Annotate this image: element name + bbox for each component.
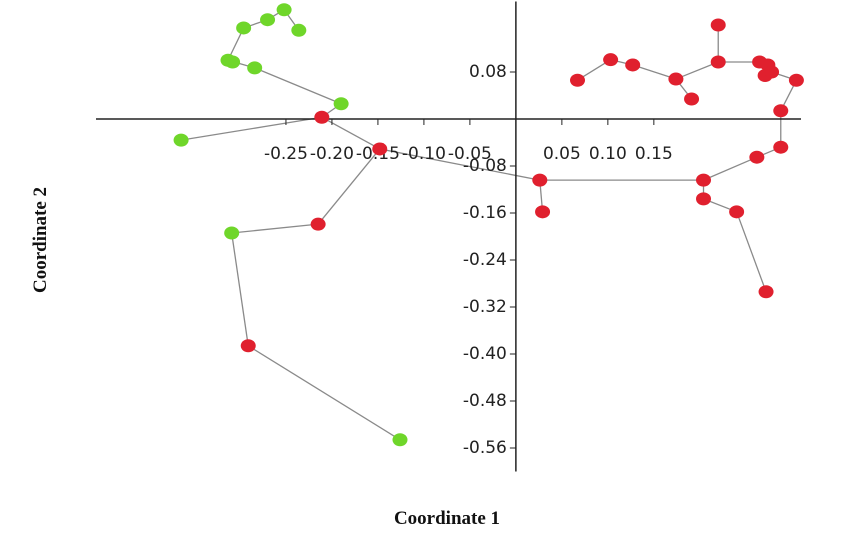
point bbox=[696, 173, 712, 187]
x-tick-label: -0.10 bbox=[402, 144, 446, 164]
y-tick-label: -0.48 bbox=[463, 391, 507, 411]
edge bbox=[254, 67, 342, 105]
point bbox=[668, 72, 684, 86]
point bbox=[625, 58, 641, 72]
point bbox=[240, 339, 256, 353]
point bbox=[535, 205, 551, 219]
point bbox=[291, 23, 307, 37]
y-axis-title: Coordinate 2 bbox=[30, 187, 51, 293]
x-tick-label: -0.05 bbox=[448, 144, 492, 164]
y-tick-label: 0.08 bbox=[469, 62, 507, 82]
y-tick-label: -0.32 bbox=[463, 297, 507, 317]
point bbox=[710, 55, 726, 69]
point bbox=[333, 97, 349, 111]
x-tick-label: -0.20 bbox=[310, 144, 354, 164]
edge bbox=[703, 156, 758, 181]
point bbox=[696, 192, 712, 206]
x-tick-label: 0.10 bbox=[589, 144, 627, 164]
point bbox=[260, 13, 276, 27]
edge bbox=[736, 211, 767, 292]
point bbox=[224, 226, 240, 240]
point bbox=[276, 3, 292, 17]
point bbox=[392, 433, 408, 447]
y-tick-label: -0.56 bbox=[463, 438, 507, 458]
edge bbox=[632, 64, 677, 80]
point bbox=[314, 110, 330, 124]
points bbox=[173, 3, 804, 447]
point bbox=[532, 173, 548, 187]
point bbox=[773, 140, 789, 154]
edge bbox=[247, 345, 401, 441]
edge bbox=[231, 232, 249, 346]
point bbox=[764, 65, 780, 79]
point bbox=[603, 53, 619, 67]
point bbox=[749, 150, 765, 164]
point bbox=[684, 92, 700, 106]
point bbox=[773, 104, 789, 118]
point bbox=[173, 133, 189, 147]
point bbox=[570, 73, 586, 87]
y-tick-label: -0.16 bbox=[463, 203, 507, 223]
x-tick-label: 0.15 bbox=[635, 144, 673, 164]
point bbox=[236, 21, 252, 35]
point bbox=[372, 142, 388, 156]
point bbox=[247, 61, 263, 75]
edge bbox=[317, 148, 381, 225]
x-tick-label: 0.05 bbox=[543, 144, 581, 164]
point bbox=[788, 73, 804, 87]
y-tick-label: -0.08 bbox=[463, 156, 507, 176]
point bbox=[225, 55, 241, 69]
x-axis-title: Coordinate 1 bbox=[394, 508, 500, 529]
edge bbox=[379, 148, 540, 181]
point bbox=[710, 18, 726, 32]
y-tick-label: -0.24 bbox=[463, 250, 507, 270]
point bbox=[729, 205, 745, 219]
edge bbox=[231, 223, 319, 234]
edge bbox=[180, 116, 322, 141]
point bbox=[310, 217, 326, 231]
point bbox=[758, 285, 774, 299]
y-tick-label: -0.40 bbox=[463, 344, 507, 364]
x-tick-label: -0.25 bbox=[264, 144, 308, 164]
edge bbox=[675, 61, 719, 80]
axes: -0.25-0.20-0.15-0.10-0.050.050.100.150.0… bbox=[96, 1, 801, 472]
